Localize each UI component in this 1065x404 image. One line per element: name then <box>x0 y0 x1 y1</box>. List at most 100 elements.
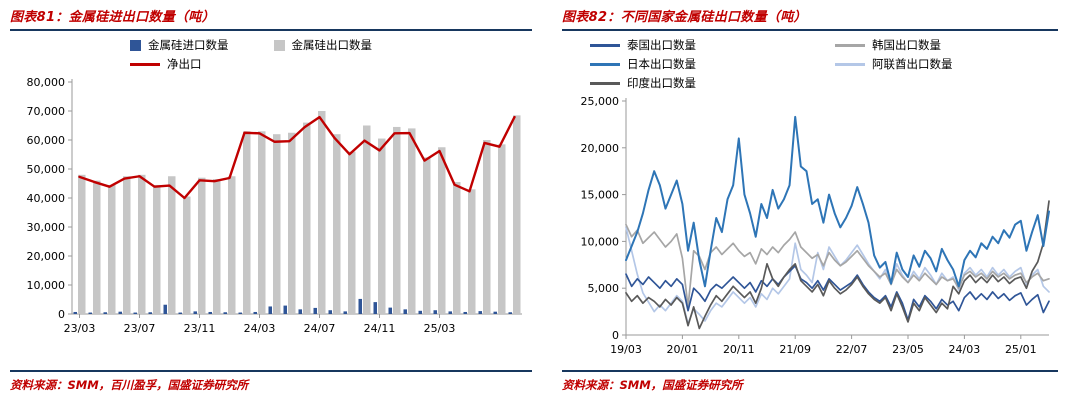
legend-label: 印度出口数量 <box>627 76 696 90</box>
y-tick-label: 10,000 <box>27 279 66 292</box>
export-bar <box>303 122 311 314</box>
x-tick-label: 23/07 <box>124 322 156 335</box>
chart82-source: 资料来源：SMM，国盛证券研究所 <box>562 378 743 392</box>
export-bar <box>423 157 431 314</box>
chart82-panel: 图表82：不同国家金属硅出口数量（吨） 泰国出口数量 韩国出口数量 日本出口数量 阿联… <box>562 6 1058 361</box>
y-tick-label: 50,000 <box>27 163 66 176</box>
chart82-title-rule <box>562 29 1058 31</box>
y-tick-label: 25,000 <box>581 95 620 108</box>
import-bar <box>73 311 77 314</box>
chart81-title: 图表81：金属硅进出口数量（吨） <box>10 10 215 25</box>
export-bar <box>213 179 221 314</box>
y-tick-label: 0 <box>58 308 65 321</box>
series-line-4 <box>625 200 1050 330</box>
import-bar <box>88 312 92 314</box>
y-tick-label: 30,000 <box>27 221 66 234</box>
export-bar <box>333 134 341 314</box>
y-tick-label: 80,000 <box>27 76 66 89</box>
import-bar <box>253 311 257 314</box>
export-bar <box>438 147 446 314</box>
legend-line-marker <box>590 62 620 66</box>
chart82-legend: 泰国出口数量 韩国出口数量 日本出口数量 阿联酋出口数量 印度出口数量 <box>590 37 1058 91</box>
import-bar <box>223 312 227 314</box>
import-bar <box>313 307 317 314</box>
series-line-2 <box>625 115 1050 288</box>
y-tick-label: 40,000 <box>27 192 66 205</box>
export-bar <box>168 176 176 314</box>
y-tick-label: 70,000 <box>27 105 66 118</box>
export-bar <box>183 196 191 314</box>
x-tick-label: 23/03 <box>64 322 96 335</box>
legend-label: 泰国出口数量 <box>627 38 696 52</box>
import-bar <box>433 310 437 314</box>
x-tick-label: 22/07 <box>836 343 868 356</box>
export-bar <box>483 140 491 314</box>
chart81-legend: 金属硅进口数量 金属硅出口数量净出口 <box>130 37 532 72</box>
export-bar <box>498 144 506 314</box>
legend-item: 金属硅出口数量 <box>273 37 373 53</box>
export-bar <box>378 138 386 314</box>
export-bar <box>318 111 326 314</box>
net-export-line <box>78 115 516 200</box>
chart82-footer: 资料来源：SMM，国盛证券研究所 <box>562 366 1058 393</box>
legend-item: 印度出口数量 <box>590 75 825 91</box>
import-bar <box>463 311 467 314</box>
legend-label: 金属硅进口数量 <box>148 38 229 52</box>
legend-item: 阿联酋出口数量 <box>835 56 953 72</box>
x-tick-label: 24/03 <box>949 343 981 356</box>
export-bar <box>123 176 131 314</box>
y-tick-label: 5,000 <box>588 282 620 295</box>
import-bar <box>508 312 512 314</box>
y-tick-label: 60,000 <box>27 134 66 147</box>
import-bar <box>343 311 347 314</box>
import-bar <box>283 305 287 314</box>
import-bar <box>178 312 182 314</box>
legend-line-marker <box>835 43 865 47</box>
x-tick-label: 24/11 <box>364 322 396 335</box>
x-tick-label: 24/07 <box>304 322 336 335</box>
export-bar <box>93 180 101 314</box>
legend-swatch <box>273 39 285 51</box>
x-tick-label: 25/01 <box>1005 343 1037 356</box>
legend-item: 金属硅进口数量 <box>130 37 229 53</box>
import-bar <box>193 311 197 314</box>
legend-label: 净出口 <box>167 57 202 71</box>
chart81-source: 资料来源：SMM，百川盈孚，国盛证券研究所 <box>10 378 249 392</box>
export-bar <box>468 189 476 314</box>
import-bar <box>328 310 332 314</box>
y-tick-label: 20,000 <box>581 142 620 155</box>
x-tick-label: 21/09 <box>779 343 811 356</box>
export-bar <box>348 151 356 314</box>
export-bar <box>363 125 371 314</box>
chart81-plot: 0 10,000 20,000 30,000 40,000 50,000 60,000 70,… <box>27 76 522 335</box>
x-tick-label: 24/03 <box>244 322 276 335</box>
chart82-plot: 0 5,000 10,000 15,000 20,000 25,000 19/03 20/01… <box>581 95 1050 356</box>
legend-line-marker <box>130 62 160 66</box>
export-bar <box>273 134 281 314</box>
legend-item: 净出口 <box>130 56 229 72</box>
x-tick-label: 25/03 <box>424 322 456 335</box>
import-bar <box>358 298 362 314</box>
import-bar <box>493 311 497 314</box>
import-bar <box>298 309 302 314</box>
export-bar <box>78 174 86 314</box>
legend-line-marker <box>835 62 865 66</box>
export-bar <box>453 182 461 314</box>
export-bar <box>108 184 116 314</box>
export-bar <box>243 131 251 314</box>
series-line-0 <box>625 264 1050 321</box>
export-bar <box>408 128 416 314</box>
import-bar <box>268 306 272 314</box>
legend-line-marker <box>590 81 620 85</box>
import-bar <box>133 312 137 314</box>
legend-label: 金属硅出口数量 <box>291 38 373 52</box>
chart81-footer-rule <box>10 370 532 372</box>
x-tick-label: 20/01 <box>667 343 699 356</box>
export-bar <box>138 174 146 314</box>
import-bar <box>373 302 377 314</box>
series-line-1 <box>625 223 1050 308</box>
export-bar <box>288 132 296 314</box>
x-tick-label: 23/11 <box>184 322 216 335</box>
import-bar <box>163 304 167 314</box>
